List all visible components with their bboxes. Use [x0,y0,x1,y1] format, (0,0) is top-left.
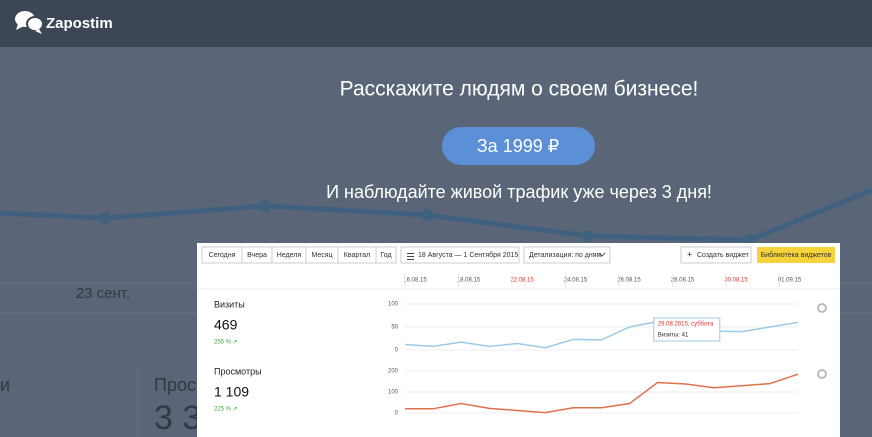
period-label[interactable]: Месяц [311,252,332,259]
widget-title: Просмотры [214,366,262,376]
y-tick-label: 100 [388,390,399,396]
bg-text: Прос [154,375,196,395]
series-line [405,373,799,414]
date-range[interactable] [400,246,520,264]
hero-subtitle: И наблюдайте живой трафик уже через 3 дн… [326,182,712,202]
bg-points [99,200,756,246]
date-label: 01.09.15 [778,278,802,284]
detail-label[interactable]: Детализация: по дням [529,252,601,259]
plus-icon: + [687,249,692,259]
period-label[interactable]: Квартал [344,252,370,259]
header [0,0,872,47]
dashboard-panel [197,243,840,437]
y-tick-label: 100 [388,302,399,308]
widget-total: 469 [214,317,238,333]
period-label[interactable]: Сегодня [209,252,236,259]
library-label[interactable]: Библиотека виджетов [761,251,832,259]
y-tick-label: 200 [388,369,399,375]
tooltip-date: 29.08.2015, суббота [658,322,714,328]
y-tick-label: 0 [395,348,399,354]
create-widget[interactable] [680,246,752,264]
series-line [404,320,799,349]
date-label: 18.08.15 [457,278,481,284]
widget-change: 225 % ↗ [214,407,238,413]
tooltip [653,317,721,342]
date-label: 22.08.15 [510,278,534,284]
widget-total: 1 109 [214,384,249,400]
date-label: 30.08.15 [724,278,748,284]
date-label: 26.08.15 [617,278,641,284]
chevron [598,252,606,257]
tooltip-text: Визиты: 41 [658,333,689,339]
cta-label[interactable]: За 1999 ₽ [477,136,559,156]
y-tick-label: 0 [395,411,399,417]
bg-text: и [0,375,10,395]
library-button[interactable] [757,247,835,263]
logo[interactable]: Zapostim [46,15,113,32]
date-label: 24.08.15 [564,278,588,284]
cta-button[interactable] [442,127,595,165]
period-label[interactable]: Вчера [247,252,267,259]
bg-text: 3 3 [154,399,201,437]
bg-date: 23 сент. [76,285,130,302]
gear-icon[interactable] [817,369,827,379]
y-tick-label: 50 [391,325,398,331]
period-button[interactable] [375,246,397,264]
calendar-icon [407,253,414,260]
period-label[interactable]: Год [380,252,391,259]
gear-icon[interactable] [817,303,827,313]
date-label: 28.08.15 [671,278,695,284]
period-label[interactable]: Неделя [277,252,302,259]
logo-icon[interactable] [15,11,44,34]
date-range-label[interactable]: 18 Августа — 1 Сентября 2015 [418,251,518,259]
date-label: 16.08.15 [403,278,427,284]
widget-title: Визиты [214,299,245,309]
hero-title: Расскажите людям о своем бизнесе! [340,78,699,101]
widget-change: 255 % ↗ [214,340,238,346]
create-label[interactable]: Создать виджет [697,252,750,259]
detail-select[interactable] [523,246,611,264]
